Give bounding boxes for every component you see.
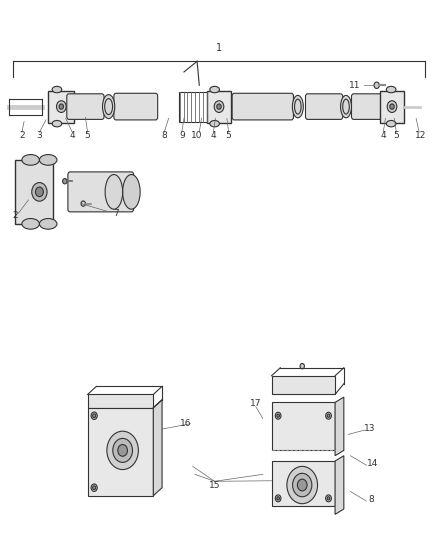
FancyBboxPatch shape <box>68 172 134 212</box>
Text: 5: 5 <box>85 132 91 140</box>
Ellipse shape <box>39 155 57 165</box>
Ellipse shape <box>326 495 331 502</box>
Ellipse shape <box>275 495 281 502</box>
FancyBboxPatch shape <box>305 94 343 119</box>
Ellipse shape <box>107 431 138 470</box>
Ellipse shape <box>113 438 132 462</box>
FancyBboxPatch shape <box>67 94 104 119</box>
Text: 11: 11 <box>349 81 360 90</box>
Ellipse shape <box>210 86 219 93</box>
Ellipse shape <box>39 219 57 229</box>
Bar <box>179 92 211 122</box>
Ellipse shape <box>293 95 304 118</box>
Ellipse shape <box>390 104 394 109</box>
Ellipse shape <box>22 155 39 165</box>
Ellipse shape <box>327 497 330 500</box>
Ellipse shape <box>105 175 123 209</box>
Ellipse shape <box>52 86 62 93</box>
Ellipse shape <box>123 175 140 209</box>
Bar <box>88 408 153 496</box>
Ellipse shape <box>57 101 66 112</box>
Ellipse shape <box>277 497 279 500</box>
Ellipse shape <box>92 414 95 418</box>
Bar <box>380 91 404 123</box>
FancyBboxPatch shape <box>232 93 293 120</box>
Ellipse shape <box>327 414 330 417</box>
Ellipse shape <box>91 412 97 419</box>
Text: 8: 8 <box>368 496 374 504</box>
Bar <box>272 461 335 506</box>
Bar <box>272 402 335 450</box>
Text: 9: 9 <box>179 132 185 140</box>
Ellipse shape <box>59 104 64 109</box>
Ellipse shape <box>32 182 47 201</box>
Ellipse shape <box>297 479 307 491</box>
Text: 16: 16 <box>180 419 192 428</box>
Text: 10: 10 <box>191 132 203 140</box>
Ellipse shape <box>35 187 43 197</box>
Ellipse shape <box>214 101 224 112</box>
Ellipse shape <box>63 179 67 184</box>
Text: 4: 4 <box>381 132 386 140</box>
Text: 15: 15 <box>209 481 220 489</box>
Ellipse shape <box>210 120 219 127</box>
Ellipse shape <box>91 484 97 491</box>
Ellipse shape <box>300 364 304 369</box>
Text: 2: 2 <box>13 212 18 220</box>
Ellipse shape <box>22 219 39 229</box>
FancyBboxPatch shape <box>351 94 384 119</box>
Bar <box>48 91 74 123</box>
Text: 3: 3 <box>36 132 42 140</box>
Ellipse shape <box>92 486 95 489</box>
Text: 4: 4 <box>211 132 216 140</box>
Text: 1: 1 <box>216 43 222 53</box>
Text: 14: 14 <box>367 459 378 468</box>
Ellipse shape <box>374 82 379 88</box>
Text: 5: 5 <box>393 132 399 140</box>
Ellipse shape <box>341 95 352 118</box>
Polygon shape <box>153 400 162 496</box>
Polygon shape <box>88 394 153 408</box>
Text: 17: 17 <box>250 399 261 408</box>
Ellipse shape <box>217 104 221 109</box>
Ellipse shape <box>118 445 127 456</box>
Text: 13: 13 <box>364 424 376 433</box>
Bar <box>207 91 231 123</box>
Ellipse shape <box>275 413 281 419</box>
Ellipse shape <box>287 466 318 504</box>
Ellipse shape <box>326 413 331 419</box>
Ellipse shape <box>52 120 62 127</box>
Ellipse shape <box>102 94 115 118</box>
Ellipse shape <box>386 120 396 127</box>
Ellipse shape <box>277 414 279 417</box>
Text: 7: 7 <box>113 209 119 217</box>
Text: 12: 12 <box>415 132 426 140</box>
Polygon shape <box>335 397 344 456</box>
Text: 4: 4 <box>70 132 75 140</box>
Text: 8: 8 <box>161 132 167 140</box>
Ellipse shape <box>293 473 312 497</box>
Text: 5: 5 <box>226 132 232 140</box>
Text: 2: 2 <box>19 132 25 140</box>
Ellipse shape <box>387 101 397 112</box>
FancyBboxPatch shape <box>114 93 158 120</box>
Ellipse shape <box>81 201 85 206</box>
Polygon shape <box>335 456 344 514</box>
Ellipse shape <box>386 86 396 93</box>
Bar <box>15 160 53 224</box>
Bar <box>272 376 335 394</box>
